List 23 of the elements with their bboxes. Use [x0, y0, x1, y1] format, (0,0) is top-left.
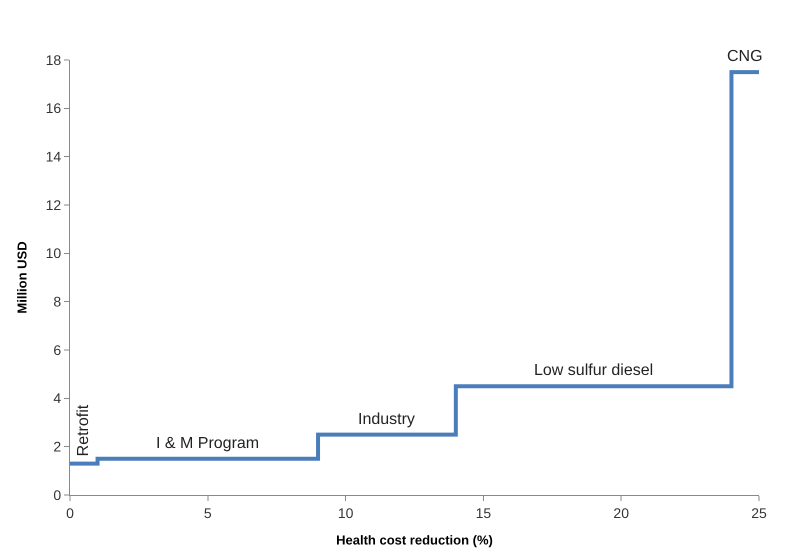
y-tick-label: 14 — [46, 148, 62, 165]
annotation: Low sulfur diesel — [534, 362, 654, 379]
annotation: CNG — [727, 48, 763, 65]
x-tick-label: 10 — [338, 504, 354, 521]
x-tick-label: 20 — [613, 504, 630, 521]
y-tick-label: 12 — [46, 196, 62, 213]
y-tick-label: 16 — [46, 100, 62, 116]
annotation: Industry — [358, 411, 415, 428]
y-tick-label: 4 — [53, 390, 62, 406]
annotation: Retrofit — [75, 404, 92, 456]
y-tick-label: 6 — [53, 342, 62, 358]
y-tick-label: 18 — [46, 52, 62, 68]
y-tick-label: 0 — [53, 486, 62, 503]
annotation: I & M Program — [156, 435, 260, 452]
y-tick-label: 2 — [53, 438, 62, 455]
y-axis-title: Million USD — [14, 241, 30, 314]
y-tick-label: 8 — [53, 294, 62, 310]
x-tick-label: 15 — [476, 504, 492, 521]
x-axis-title: Health cost reduction (%) — [336, 532, 493, 548]
x-tick-label: 5 — [204, 504, 212, 521]
y-tick-label: 10 — [46, 245, 62, 262]
x-tick-label: 0 — [66, 504, 74, 521]
x-tick-label: 25 — [751, 504, 767, 521]
